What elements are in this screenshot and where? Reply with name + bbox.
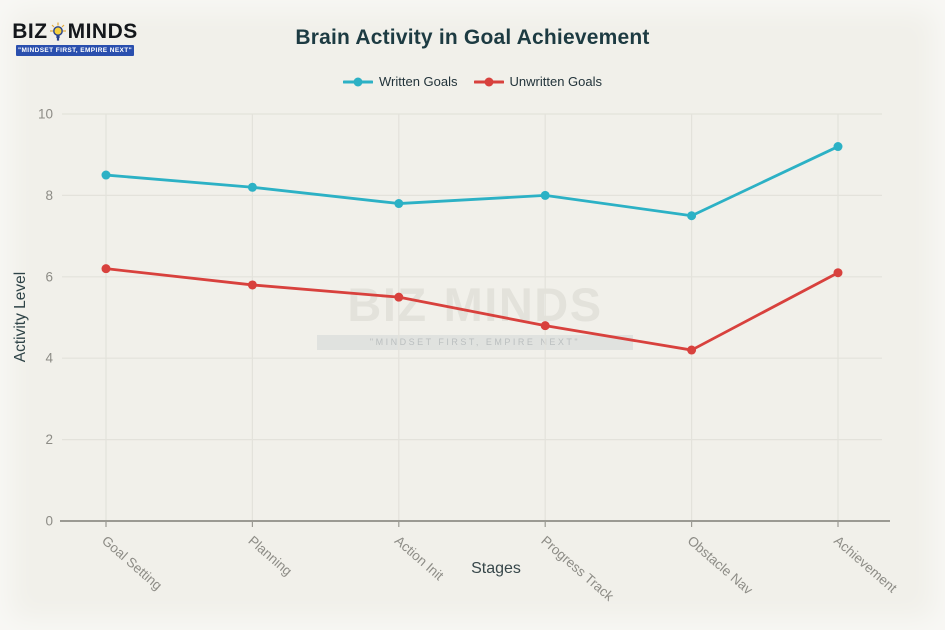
chart-title: Brain Activity in Goal Achievement: [295, 26, 650, 49]
y-tick-label: 0: [45, 514, 53, 529]
logo-text-biz: BIZ: [12, 20, 48, 43]
data-point[interactable]: [687, 345, 697, 355]
data-point[interactable]: [540, 190, 550, 200]
legend-marker-icon: [473, 77, 504, 86]
y-tick-label: 10: [38, 107, 53, 122]
y-axis-title: Activity Level: [12, 271, 29, 363]
data-point[interactable]: [540, 321, 550, 331]
data-point[interactable]: [394, 199, 404, 209]
x-tick-label: Action Init: [392, 533, 447, 583]
series-line-written: [104, 145, 840, 218]
data-point[interactable]: [101, 264, 111, 274]
data-point[interactable]: [394, 292, 404, 302]
legend-marker-icon: [343, 77, 373, 86]
legend-label: Written Goals: [379, 74, 458, 89]
bizminds-logo: BIZ MINDS "MINDSET FIRST, EMPIRE NEXT": [12, 20, 137, 56]
x-tick-label: Planning: [245, 533, 294, 579]
x-axis-title: Stages: [471, 560, 521, 577]
y-tick-label: 6: [45, 269, 53, 284]
x-tick-label: Goal Setting: [99, 533, 165, 593]
series-line-unwritten: [104, 267, 840, 352]
y-tick-label: 4: [45, 351, 53, 366]
chart-legend: Written Goals Unwritten Goals: [0, 74, 945, 89]
lightbulb-icon: [49, 22, 67, 42]
legend-label: Unwritten Goals: [509, 74, 602, 89]
logo-text-minds: MINDS: [67, 20, 138, 43]
logo-wordmark: BIZ MINDS: [12, 20, 137, 44]
data-point[interactable]: [247, 280, 257, 290]
data-point[interactable]: [833, 142, 843, 152]
x-tick-label: Progress Track: [538, 533, 617, 604]
logo-tagline-banner: "MINDSET FIRST, EMPIRE NEXT": [16, 45, 134, 56]
x-tick-label: Achievement: [831, 533, 900, 596]
legend-item[interactable]: Written Goals: [343, 74, 458, 89]
data-point[interactable]: [247, 182, 257, 192]
legend-item[interactable]: Unwritten Goals: [473, 74, 602, 89]
data-point[interactable]: [687, 211, 697, 221]
data-point[interactable]: [101, 170, 111, 180]
y-tick-label: 2: [45, 432, 53, 447]
x-tick-label: Obstacle Nav: [685, 533, 756, 598]
y-tick-label: 8: [45, 188, 53, 203]
data-point[interactable]: [833, 268, 843, 278]
